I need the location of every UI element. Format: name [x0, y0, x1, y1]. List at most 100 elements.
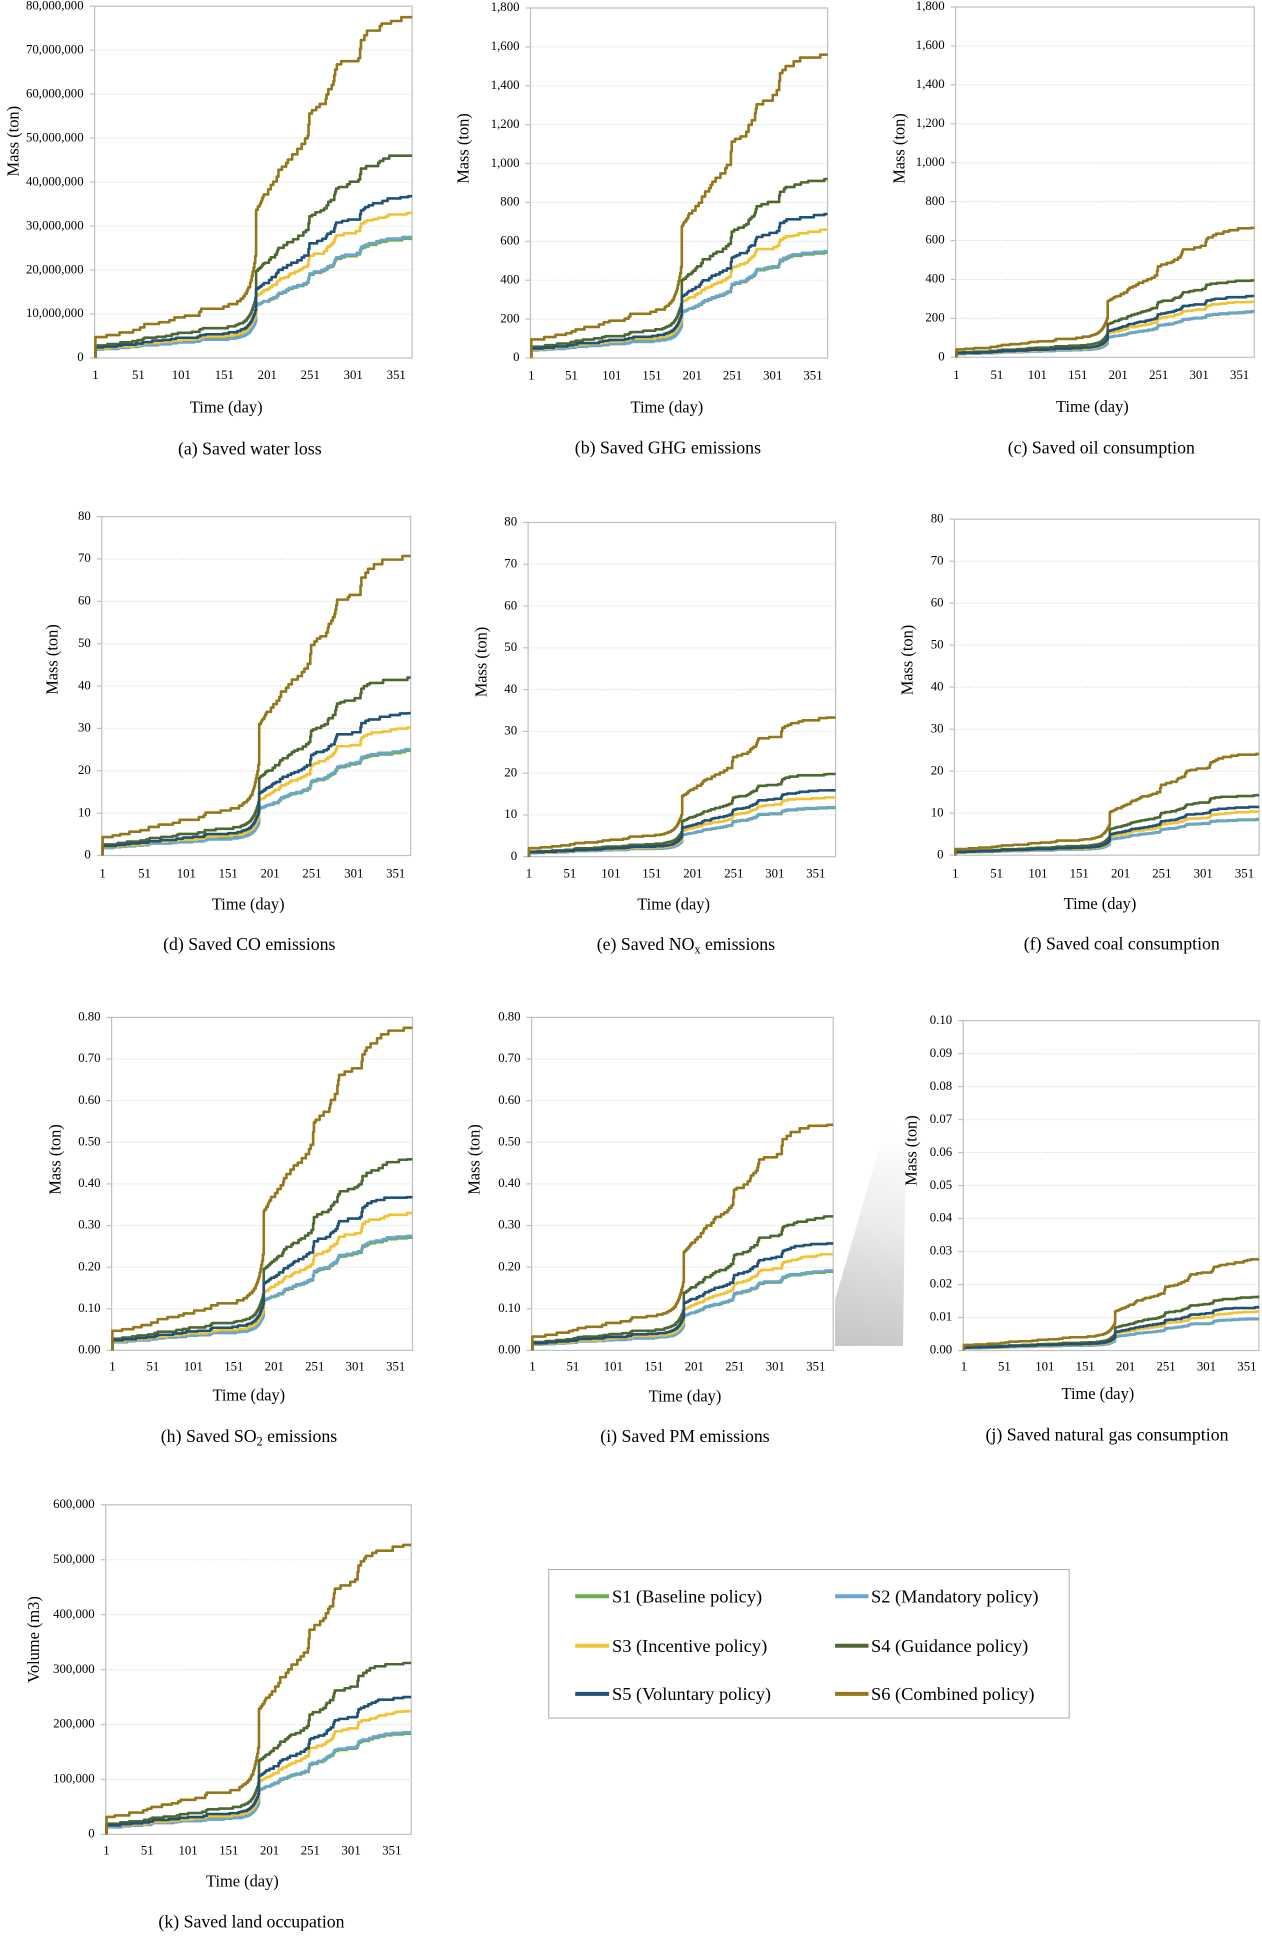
svg-text:151: 151 — [219, 867, 238, 881]
svg-text:Time (day): Time (day) — [212, 894, 285, 913]
svg-text:50: 50 — [931, 637, 944, 651]
svg-text:351: 351 — [806, 1359, 825, 1373]
svg-text:301: 301 — [765, 867, 784, 881]
svg-text:10: 10 — [504, 807, 517, 821]
svg-text:201: 201 — [683, 867, 702, 881]
svg-text:100,000: 100,000 — [53, 1772, 95, 1786]
svg-text:51: 51 — [566, 1359, 579, 1373]
svg-text:351: 351 — [806, 867, 825, 881]
svg-text:(e) Saved NOx emissions: (e) Saved NOx emissions — [597, 934, 775, 957]
svg-text:1: 1 — [961, 1359, 967, 1373]
svg-text:80: 80 — [78, 509, 91, 523]
svg-text:101: 101 — [601, 867, 620, 881]
svg-text:(d) Saved CO emissions: (d) Saved CO emissions — [163, 934, 335, 955]
svg-text:101: 101 — [178, 1843, 197, 1857]
svg-text:151: 151 — [224, 1359, 243, 1373]
svg-text:0.00: 0.00 — [498, 1343, 520, 1357]
svg-text:Mass (ton): Mass (ton) — [465, 1124, 484, 1195]
svg-text:0: 0 — [84, 848, 90, 862]
svg-text:800: 800 — [500, 195, 519, 209]
svg-text:1: 1 — [529, 1359, 535, 1373]
svg-text:Time (day): Time (day) — [212, 1386, 285, 1405]
svg-text:Mass (ton): Mass (ton) — [43, 624, 62, 695]
svg-text:251: 251 — [301, 1843, 320, 1857]
svg-text:1: 1 — [109, 1359, 115, 1373]
svg-text:Mass (ton): Mass (ton) — [472, 627, 491, 698]
svg-text:351: 351 — [1235, 867, 1254, 881]
svg-text:Volume (m3): Volume (m3) — [24, 1596, 43, 1683]
svg-text:201: 201 — [685, 1359, 704, 1373]
svg-text:0: 0 — [513, 350, 519, 364]
svg-text:351: 351 — [1230, 368, 1249, 382]
svg-text:0: 0 — [511, 849, 517, 863]
svg-text:1: 1 — [92, 368, 98, 382]
svg-text:251: 251 — [725, 1359, 744, 1373]
svg-text:151: 151 — [642, 369, 661, 383]
svg-text:800: 800 — [925, 194, 944, 208]
svg-text:S2 (Mandatory policy): S2 (Mandatory policy) — [871, 1587, 1039, 1608]
svg-text:10: 10 — [931, 805, 944, 819]
svg-text:30: 30 — [931, 721, 944, 735]
svg-text:201: 201 — [1111, 867, 1130, 881]
svg-text:0.20: 0.20 — [498, 1259, 520, 1273]
svg-text:30: 30 — [78, 721, 91, 735]
svg-text:0.10: 0.10 — [930, 1013, 952, 1027]
svg-text:(k) Saved land occupation: (k) Saved land occupation — [158, 1912, 344, 1931]
svg-text:1,000: 1,000 — [491, 156, 520, 170]
svg-text:0: 0 — [937, 847, 943, 861]
svg-text:51: 51 — [990, 368, 1003, 382]
svg-text:1,000: 1,000 — [916, 155, 945, 169]
svg-text:S1 (Baseline policy): S1 (Baseline policy) — [612, 1587, 762, 1608]
svg-text:301: 301 — [766, 1359, 785, 1373]
svg-text:Time (day): Time (day) — [1056, 397, 1129, 416]
svg-text:0.50: 0.50 — [78, 1134, 100, 1148]
svg-text:151: 151 — [1070, 867, 1089, 881]
svg-text:Mass (ton): Mass (ton) — [454, 113, 473, 184]
svg-text:0.60: 0.60 — [498, 1093, 520, 1107]
svg-text:50: 50 — [78, 636, 91, 650]
svg-text:20,000,000: 20,000,000 — [26, 262, 84, 276]
svg-text:50: 50 — [504, 640, 517, 654]
svg-text:351: 351 — [803, 369, 822, 383]
svg-text:S3 (Incentive policy): S3 (Incentive policy) — [612, 1636, 767, 1657]
svg-text:201: 201 — [260, 1843, 279, 1857]
svg-text:Mass (ton): Mass (ton) — [890, 113, 909, 184]
svg-text:600,000: 600,000 — [53, 1497, 95, 1511]
svg-text:S4 (Guidance policy): S4 (Guidance policy) — [871, 1636, 1028, 1657]
svg-text:10,000,000: 10,000,000 — [26, 306, 84, 320]
svg-text:50,000,000: 50,000,000 — [26, 130, 84, 144]
svg-text:0.06: 0.06 — [930, 1145, 953, 1159]
svg-text:(j) Saved natural gas consumpt: (j) Saved natural gas consumption — [986, 1424, 1229, 1445]
svg-text:30: 30 — [504, 724, 517, 738]
svg-text:101: 101 — [1028, 867, 1047, 881]
svg-text:301: 301 — [1194, 867, 1213, 881]
svg-text:40,000,000: 40,000,000 — [26, 174, 84, 188]
svg-text:0.03: 0.03 — [930, 1244, 952, 1258]
svg-text:S5 (Voluntary policy): S5 (Voluntary policy) — [612, 1684, 771, 1705]
svg-text:Time (day): Time (day) — [637, 894, 710, 913]
svg-text:251: 251 — [301, 368, 320, 382]
svg-text:70: 70 — [931, 553, 944, 567]
svg-text:0: 0 — [77, 350, 83, 364]
svg-text:101: 101 — [177, 867, 196, 881]
svg-text:151: 151 — [644, 1359, 663, 1373]
svg-text:51: 51 — [990, 867, 1003, 881]
svg-text:Mass (ton): Mass (ton) — [46, 1124, 65, 1195]
svg-text:151: 151 — [219, 1843, 238, 1857]
svg-text:51: 51 — [565, 369, 578, 383]
svg-text:70: 70 — [78, 551, 91, 565]
svg-text:0.50: 0.50 — [498, 1134, 520, 1148]
svg-text:301: 301 — [1197, 1359, 1216, 1373]
svg-text:0.40: 0.40 — [78, 1176, 100, 1190]
svg-text:1,200: 1,200 — [491, 117, 520, 131]
svg-text:0.10: 0.10 — [498, 1301, 520, 1315]
svg-text:0.40: 0.40 — [498, 1176, 520, 1190]
svg-text:40: 40 — [78, 678, 91, 692]
svg-text:1,600: 1,600 — [916, 38, 945, 52]
svg-text:301: 301 — [344, 867, 363, 881]
svg-text:0: 0 — [938, 350, 944, 364]
svg-text:20: 20 — [78, 763, 91, 777]
svg-text:30,000,000: 30,000,000 — [26, 218, 84, 232]
svg-text:251: 251 — [302, 867, 321, 881]
svg-text:(a) Saved water loss: (a) Saved water loss — [178, 438, 322, 459]
